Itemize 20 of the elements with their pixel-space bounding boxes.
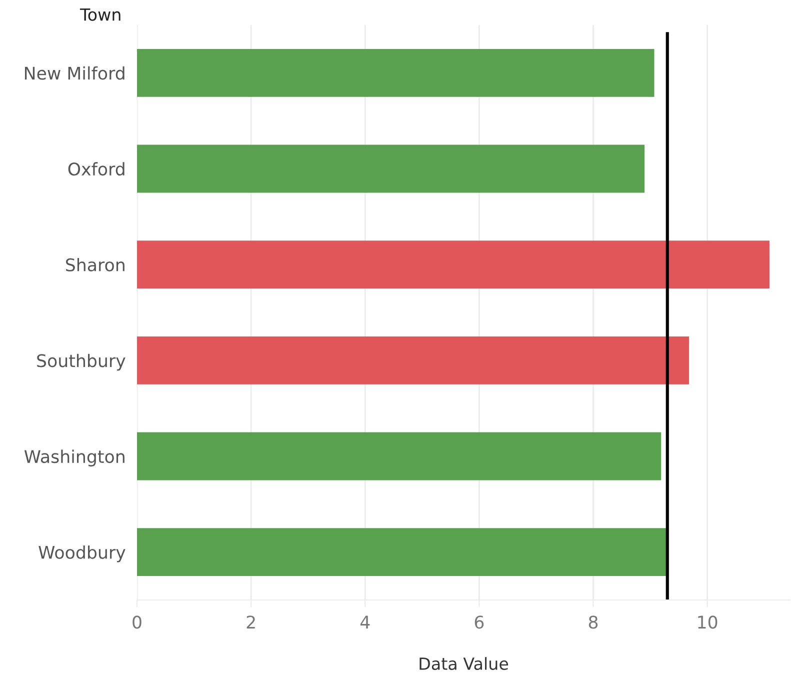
x-tick-label: 2: [246, 616, 255, 628]
x-tick-label: 6: [474, 616, 484, 629]
y-axis-title: Town: [80, 8, 120, 21]
bar: [137, 240, 770, 289]
x-tick-label: 8: [588, 616, 598, 629]
bar: [137, 336, 690, 384]
y-tick-label: New Milford: [24, 66, 124, 80]
bar: [137, 144, 645, 193]
x-tick-label: 4: [360, 616, 370, 628]
y-tick-label: Oxford: [68, 162, 124, 176]
y-tick-label: Woodbury: [38, 545, 126, 562]
x-tick-label: 0: [132, 616, 142, 629]
x-tick-label: 10: [698, 616, 718, 629]
bar: [137, 528, 667, 576]
x-axis-title: Data Value: [420, 657, 508, 670]
bar: [137, 48, 654, 97]
y-tick-label: Southbury: [37, 354, 126, 371]
bar: [137, 432, 662, 480]
y-tick-label: Sharon: [66, 258, 124, 272]
y-tick-label: Washington: [24, 450, 124, 466]
